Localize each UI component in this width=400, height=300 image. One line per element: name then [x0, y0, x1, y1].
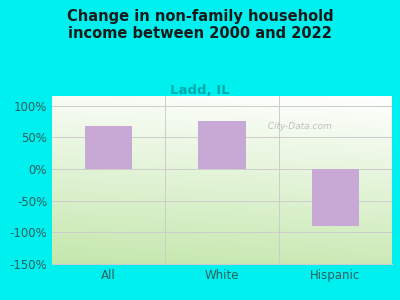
Bar — [198, 122, 246, 169]
Bar — [312, 169, 359, 226]
Text: Ladd, IL: Ladd, IL — [170, 84, 230, 97]
Text: Change in non-family household
income between 2000 and 2022: Change in non-family household income be… — [67, 9, 333, 41]
Text: City-Data.com: City-Data.com — [262, 122, 332, 131]
Bar — [85, 126, 132, 169]
